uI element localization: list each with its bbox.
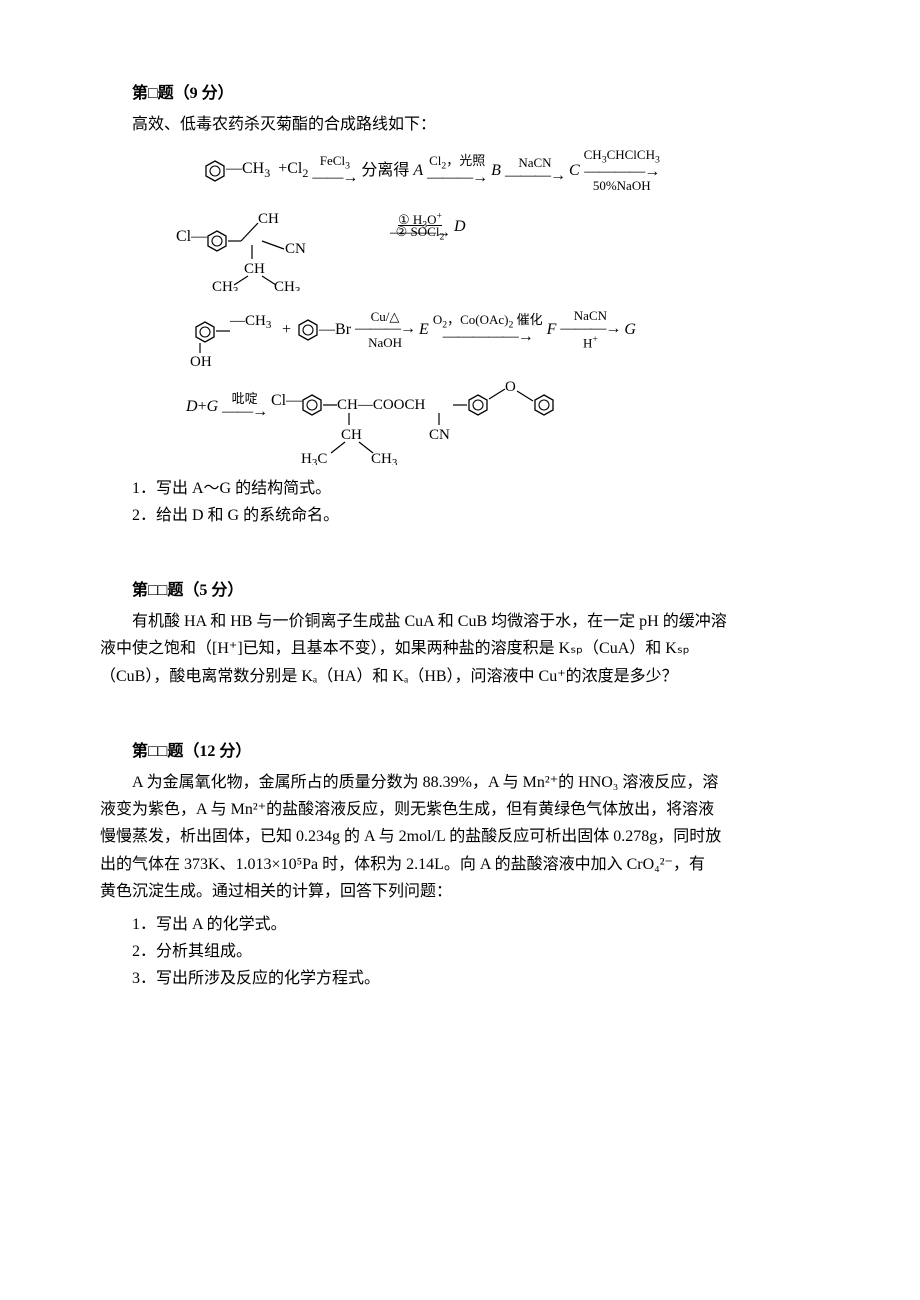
arrow-2: Cl2，光照 ———→ xyxy=(427,154,487,187)
svg-text:CN: CN xyxy=(429,427,450,443)
chem-structure-intermediate: Cl— CH CN CH CH3 CH3 xyxy=(176,203,386,291)
arrow-shaft: ——→ xyxy=(312,170,357,187)
text: B xyxy=(491,163,501,179)
arrow-8: NaCN ———→ H+ xyxy=(560,309,620,350)
problem-10-title: 第□□题（5 分） xyxy=(100,577,820,604)
text-line: 出的气体在 373K、1.013×10⁵Pa 时，体积为 2.14L。向 A 的… xyxy=(100,851,820,878)
text: —CH3 +Cl2 xyxy=(226,161,308,179)
arrow-shaft: ———→ xyxy=(505,168,565,185)
text: E xyxy=(419,322,429,338)
synthesis-scheme: —CH3 +Cl2 FeCl3 ——→ 分离得 A Cl2，光照 ———→ B … xyxy=(100,148,820,464)
text-line: 慢慢蒸发，析出固体，已知 0.234g 的 A 与 2mol/L 的盐酸反应可析… xyxy=(100,823,820,850)
text-line: A 为金属氧化物，金属所占的质量分数为 88.39%，A 与 Mn²⁺的 HNO… xyxy=(100,769,820,796)
problem-10-body: 有机酸 HA 和 HB 与一价铜离子生成盐 CuA 和 CuB 均微溶于水，在一… xyxy=(100,608,820,690)
arrow-7: O2，Co(OAc)2 催化 —————→ xyxy=(433,313,543,346)
arrow-6: Cu/△ ———→ NaOH xyxy=(355,310,415,350)
arrow-shaft: —————→ xyxy=(443,329,533,346)
problem-9-q2: 2．给出 D 和 G 的系统命名。 xyxy=(100,502,820,529)
svg-text:CN: CN xyxy=(285,241,306,257)
arrow-below: 50%NaOH xyxy=(593,179,651,193)
svg-text:CH: CH xyxy=(341,427,362,443)
svg-text:CH3: CH3 xyxy=(274,279,301,291)
problem-11-q2: 2．分析其组成。 xyxy=(100,938,820,965)
svg-text:CH: CH xyxy=(244,261,265,277)
page: 第□题（9 分） 高效、低毒农药杀灭菊酯的合成路线如下： —CH3 +Cl2 F… xyxy=(0,0,920,1100)
text-line: 液变为紫色，A 与 Mn²⁺的盐酸溶液反应，则无紫色生成，但有黄绿色气体放出，将… xyxy=(100,796,820,823)
arrow-9: 吡啶 ——→ xyxy=(222,392,267,420)
text: —Br xyxy=(319,322,351,338)
benzene-icon xyxy=(204,160,226,182)
text: C xyxy=(569,163,580,179)
arrow-shaft: ——→ xyxy=(222,404,267,421)
problem-9-intro: 高效、低毒农药杀灭菊酯的合成路线如下： xyxy=(100,111,820,138)
text-line: 液中使之饱和（[H⁺]已知，且基本不变），如果两种盐的溶度积是 Kₛₚ（CuA）… xyxy=(100,635,820,662)
svg-text:OH: OH xyxy=(190,354,212,369)
structure-svg: Cl— CH CN CH CH3 CH3 xyxy=(176,203,386,291)
svg-text:H3C: H3C xyxy=(301,451,327,465)
svg-text:CH3: CH3 xyxy=(371,451,398,465)
svg-text:CH3: CH3 xyxy=(212,279,239,291)
problem-9-title: 第□题（9 分） xyxy=(100,80,820,107)
problem-11-title: 第□□题（12 分） xyxy=(100,738,820,765)
arrow-shaft: ———→ xyxy=(390,225,450,242)
problem-11-q3: 3．写出所涉及反应的化学方程式。 xyxy=(100,965,820,992)
svg-text:O: O xyxy=(505,379,516,395)
text: G xyxy=(624,322,636,338)
scheme-line-3: —CH3 OH + —Br Cu/△ ———→ NaOH E O2，Co(OAc… xyxy=(186,309,820,369)
svg-text:Cl—: Cl— xyxy=(271,392,303,409)
text: F xyxy=(547,322,557,338)
problem-11: 第□□题（12 分） A 为金属氧化物，金属所占的质量分数为 88.39%，A … xyxy=(100,738,820,993)
text-line: （CuB），酸电离常数分别是 Kₐ（HA）和 Kₐ（HB），问溶液中 Cu⁺的浓… xyxy=(100,663,820,690)
text: D xyxy=(454,219,466,235)
problem-9-q1: 1．写出 A～G 的结构简式。 xyxy=(100,475,820,502)
m-cresol-structure: —CH3 OH xyxy=(186,309,276,369)
benzene-icon xyxy=(297,319,319,341)
arrow-3: NaCN ———→ xyxy=(505,156,565,184)
text-line: 有机酸 HA 和 HB 与一价铜离子生成盐 CuA 和 CuB 均微溶于水，在一… xyxy=(100,608,820,635)
svg-text:CH—COOCH: CH—COOCH xyxy=(337,397,426,413)
problem-9-questions: 1．写出 A～G 的结构简式。 2．给出 D 和 G 的系统命名。 xyxy=(100,475,820,529)
svg-text:CH: CH xyxy=(258,211,279,227)
svg-text:—CH3: —CH3 xyxy=(229,313,272,331)
scheme-line-1: —CH3 +Cl2 FeCl3 ——→ 分离得 A Cl2，光照 ———→ B … xyxy=(204,148,820,192)
scheme-line-4: D+G 吡啶 ——→ Cl— CH—COOCH CH xyxy=(186,379,820,465)
problem-11-q1: 1．写出 A 的化学式。 xyxy=(100,911,820,938)
scheme-line-2: Cl— CH CN CH CH3 CH3 xyxy=(176,203,820,291)
text-line: 黄色沉淀生成。通过相关的计算，回答下列问题： xyxy=(100,878,820,905)
arrow-4: CH3CHClCH3 ————→ 50%NaOH xyxy=(584,148,660,192)
final-product-structure: Cl— CH—COOCH CH H3C CH3 CN xyxy=(271,379,701,465)
arrow-5: ① H3O+ ② SOCl2 ———→ xyxy=(390,212,450,242)
plus: + xyxy=(282,322,291,338)
arrow-shaft: ———→ xyxy=(427,170,487,187)
problem-11-body: A 为金属氧化物，金属所占的质量分数为 88.39%，A 与 Mn²⁺的 HNO… xyxy=(100,769,820,905)
problem-10: 第□□题（5 分） 有机酸 HA 和 HB 与一价铜离子生成盐 CuA 和 Cu… xyxy=(100,577,820,690)
svg-text:Cl—: Cl— xyxy=(176,228,208,245)
arrow-below: H+ xyxy=(583,335,598,350)
text: 分离得 A xyxy=(361,163,423,179)
text: D+G xyxy=(186,399,218,415)
problem-9: 第□题（9 分） 高效、低毒农药杀灭菊酯的合成路线如下： —CH3 +Cl2 F… xyxy=(100,80,820,529)
arrow-below: NaOH xyxy=(368,336,402,350)
arrow-1: FeCl3 ——→ xyxy=(312,154,357,187)
problem-11-questions: 1．写出 A 的化学式。 2．分析其组成。 3．写出所涉及反应的化学方程式。 xyxy=(100,911,820,993)
